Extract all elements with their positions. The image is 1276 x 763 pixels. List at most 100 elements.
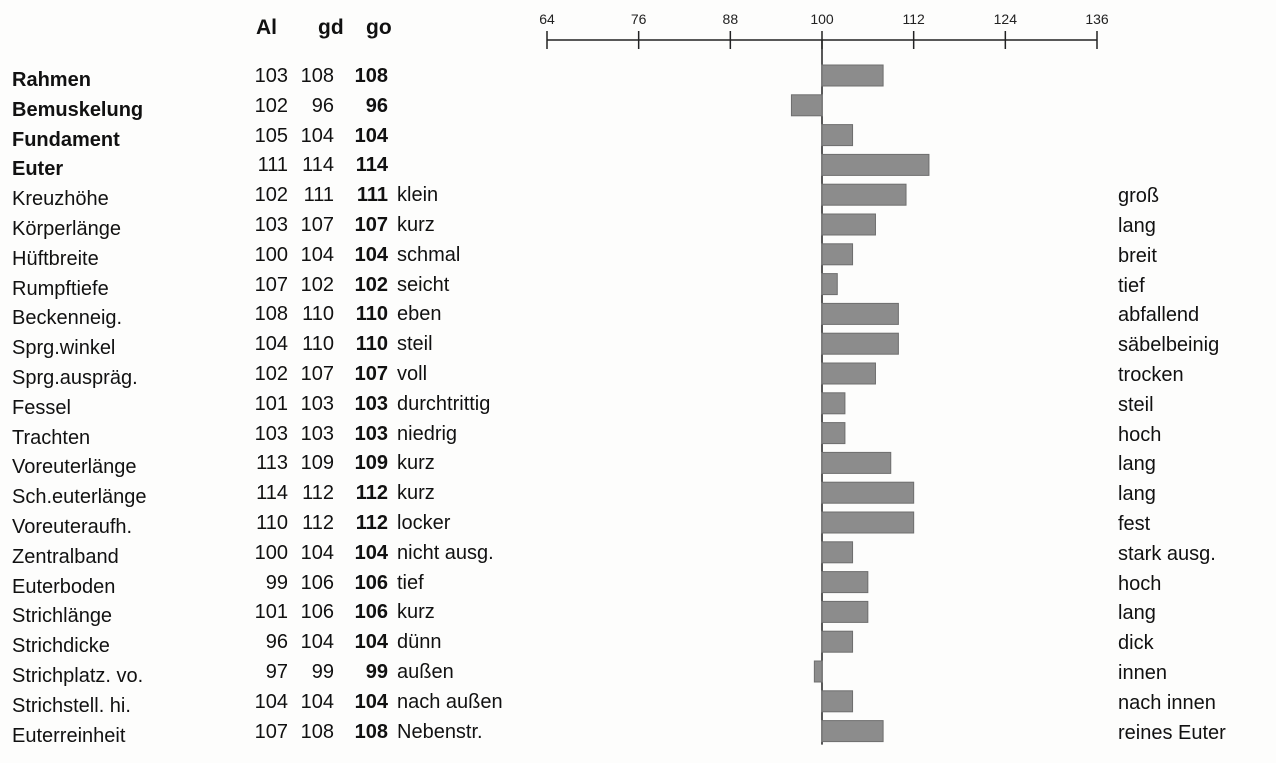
bar	[821, 273, 838, 296]
trait-name: Strichlänge	[12, 605, 113, 628]
value-go: 106	[354, 601, 388, 624]
value-gd: 96	[311, 94, 334, 117]
high-end-label: lang	[1118, 215, 1156, 237]
value-go: 110	[355, 333, 388, 356]
trait-name: Strichdicke	[12, 635, 110, 658]
high-end-label: hoch	[1118, 423, 1162, 446]
value-gd: 112	[302, 512, 334, 534]
bar	[821, 183, 907, 206]
value-gd: 111	[303, 184, 334, 207]
bar	[790, 94, 823, 117]
value-go: 112	[355, 482, 388, 505]
value-gd: 104	[300, 124, 334, 147]
bar	[821, 213, 876, 236]
value-al: 102	[254, 184, 288, 207]
bar	[821, 124, 854, 147]
trait-name: Sprg.auspräg.	[12, 367, 138, 389]
header-gd: gd	[318, 16, 344, 39]
low-end-label: nicht ausg.	[397, 541, 494, 564]
value-go: 111	[356, 184, 388, 207]
high-end-label: abfallend	[1118, 304, 1200, 327]
low-end-label: kurz	[397, 482, 435, 505]
value-gd: 108	[300, 720, 334, 743]
axis-tick-label: 88	[723, 11, 739, 27]
trait-row: Strichstell. hi. 104 104 104 nach außen nach …	[0, 689, 1276, 719]
value-al: 105	[254, 124, 288, 147]
trait-row: Trachten 103 103 103 niedrig hoch	[0, 421, 1276, 451]
low-end-label: klein	[397, 184, 439, 207]
bar	[821, 541, 854, 564]
axis-tick-label: 136	[1085, 11, 1109, 27]
high-end-label: dick	[1118, 632, 1154, 655]
high-end-label: reines Euter	[1118, 721, 1226, 744]
low-end-label: steil	[397, 333, 433, 356]
high-end-label: breit	[1118, 244, 1157, 267]
value-al: 113	[256, 452, 288, 475]
value-gd: 104	[300, 631, 334, 654]
low-end-label: kurz	[397, 214, 435, 236]
trait-row: Strichlänge 101 106 106 kurz lang	[0, 599, 1276, 629]
bar	[821, 600, 869, 623]
trait-name: Euterboden	[12, 575, 116, 598]
trait-row: Bemuskelung 102 96 96	[0, 93, 1276, 123]
value-go: 107	[354, 363, 388, 385]
trait-row: Euterreinheit 107 108 108 Nebenstr. reines Eu…	[0, 719, 1276, 749]
value-go: 108	[354, 720, 388, 743]
axis-tick-label: 112	[903, 11, 926, 27]
axis-tick-label: 76	[631, 11, 647, 27]
value-gd: 108	[300, 65, 334, 87]
bar	[821, 571, 869, 594]
value-al: 104	[254, 690, 288, 713]
trait-row: Euter 111 114 114	[0, 152, 1276, 182]
bars-group	[790, 64, 930, 743]
trait-row: Körperlänge 103 107 107 kurz lang	[0, 212, 1276, 242]
value-gd: 103	[300, 392, 334, 415]
trait-row: Sch.euterlänge 114 112 112 kurz lang	[0, 480, 1276, 510]
value-al: 114	[256, 482, 288, 505]
trait-name: Hüftbreite	[12, 247, 99, 270]
trait-name: Rahmen	[12, 69, 91, 91]
bar	[821, 392, 846, 415]
trait-name: Euterreinheit	[12, 724, 126, 747]
value-gd: 107	[300, 363, 334, 385]
value-go: 112	[355, 512, 388, 534]
low-end-label: durchtrittig	[397, 392, 491, 415]
value-al: 99	[265, 571, 288, 594]
trait-row: Beckenneig. 108 110 110 eben abfallend	[0, 301, 1276, 331]
value-go: 114	[355, 154, 388, 177]
value-go: 102	[354, 273, 388, 296]
bar	[813, 660, 823, 683]
value-gd: 106	[300, 571, 334, 594]
trait-row: Sprg.winkel 104 110 110 steil säbelbeinig	[0, 331, 1276, 361]
value-al: 102	[254, 94, 288, 117]
value-go: 96	[365, 94, 388, 117]
high-end-label: stark ausg.	[1118, 542, 1216, 565]
trait-name: Euter	[12, 158, 64, 181]
trait-row: Fessel 101 103 103 durchtrittig steil	[0, 391, 1276, 421]
axis-tick-label: 100	[810, 11, 834, 27]
header-go: go	[366, 16, 392, 39]
value-al: 102	[254, 363, 288, 385]
value-gd: 103	[300, 422, 334, 445]
trait-name: Strichplatz. vo.	[12, 665, 144, 687]
low-end-label: seicht	[397, 273, 450, 296]
high-end-label: nach innen	[1118, 691, 1216, 714]
value-al: 100	[254, 243, 288, 266]
trait-row: Rumpftiefe 107 102 102 seicht tief	[0, 272, 1276, 302]
high-end-label: tief	[1118, 274, 1145, 297]
value-al: 100	[254, 541, 288, 564]
trait-name: Rumpftiefe	[12, 277, 109, 300]
value-al: 110	[256, 512, 288, 534]
trait-name: Fundament	[12, 128, 120, 151]
value-al: 103	[254, 214, 288, 236]
trait-name: Kreuzhöhe	[12, 188, 109, 211]
trait-row: Euterboden 99 106 106 tief hoch	[0, 570, 1276, 600]
low-end-label: eben	[397, 303, 442, 326]
trait-name: Bemuskelung	[12, 98, 144, 121]
trait-row: Zentralband 100 104 104 nicht ausg. stark aus…	[0, 540, 1276, 570]
value-al: 96	[265, 631, 288, 654]
value-gd: 109	[300, 452, 334, 475]
bar	[821, 153, 930, 176]
bar	[821, 720, 884, 743]
